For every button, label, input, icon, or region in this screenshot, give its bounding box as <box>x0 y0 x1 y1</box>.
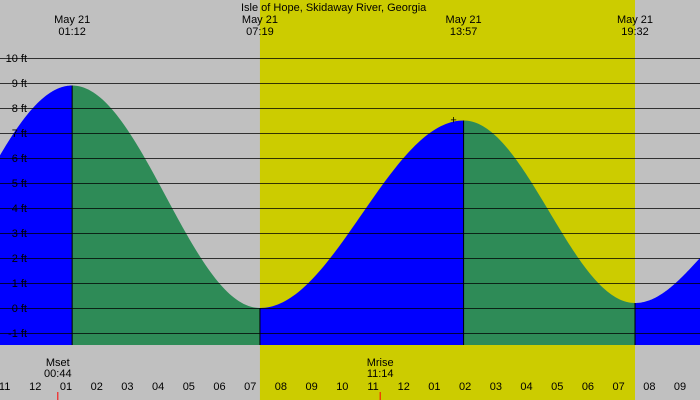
moon-event-time: 00:44 <box>44 368 72 380</box>
x-tick-label: 04 <box>520 381 532 393</box>
x-tick-label: 05 <box>183 381 195 393</box>
x-tick-label: 11 <box>0 381 10 393</box>
x-tick-label: 05 <box>551 381 563 393</box>
x-tick-label: 01 <box>428 381 440 393</box>
extreme-time-label: 01:12 <box>58 26 86 38</box>
y-tick-label: -1 ft <box>8 328 27 340</box>
rising-tide-area <box>259 120 464 345</box>
x-tick-label: 09 <box>305 381 317 393</box>
extreme-time-label: 07:19 <box>246 26 274 38</box>
chart-title: Isle of Hope, Skidaway River, Georgia <box>241 2 427 14</box>
x-tick-label: 03 <box>121 381 133 393</box>
y-tick-label: 3 ft <box>12 228 27 240</box>
extreme-date-label: May 21 <box>617 14 653 26</box>
extreme-time-label: 13:57 <box>450 26 478 38</box>
y-tick-label: 9 ft <box>12 78 27 90</box>
x-tick-label: 09 <box>674 381 686 393</box>
moon-event-label: Mset <box>46 357 70 369</box>
extreme-time-label: 19:32 <box>621 26 649 38</box>
extreme-date-label: May 21 <box>242 14 278 26</box>
y-tick-label: 4 ft <box>12 203 27 215</box>
y-tick-label: 0 ft <box>12 303 27 315</box>
y-tick-label: 6 ft <box>12 153 27 165</box>
x-tick-label: 01 <box>60 381 72 393</box>
x-tick-label: 07 <box>613 381 625 393</box>
x-tick-label: 06 <box>582 381 594 393</box>
y-tick-label: 2 ft <box>12 253 27 265</box>
x-tick-label: 10 <box>336 381 348 393</box>
x-tick-label: 06 <box>213 381 225 393</box>
x-tick-label: 11 <box>367 381 378 393</box>
y-tick-label: 5 ft <box>12 178 27 190</box>
x-tick-label: 04 <box>152 381 164 393</box>
x-tick-label: 12 <box>29 381 41 393</box>
x-tick-label: 02 <box>91 381 103 393</box>
falling-tide-area <box>463 120 635 345</box>
x-tick-label: 08 <box>643 381 655 393</box>
x-tick-label: 03 <box>490 381 502 393</box>
x-tick-label: 02 <box>459 381 471 393</box>
extreme-date-label: May 21 <box>54 14 90 26</box>
extreme-date-label: May 21 <box>446 14 482 26</box>
moon-event-label: Mrise <box>367 357 394 369</box>
falling-tide-area <box>72 85 260 345</box>
y-tick-label: 8 ft <box>12 103 27 115</box>
rising-tide-area <box>0 85 73 345</box>
y-tick-label: 7 ft <box>12 128 27 140</box>
x-tick-label: 08 <box>275 381 287 393</box>
y-tick-label: 10 ft <box>6 53 27 65</box>
y-tick-label: 1 ft <box>12 278 27 290</box>
x-tick-label: 07 <box>244 381 256 393</box>
moon-event-time: 11:14 <box>367 368 394 380</box>
rising-tide-area <box>635 258 700 345</box>
x-tick-label: 12 <box>398 381 410 393</box>
peak-marker: + <box>450 115 456 127</box>
